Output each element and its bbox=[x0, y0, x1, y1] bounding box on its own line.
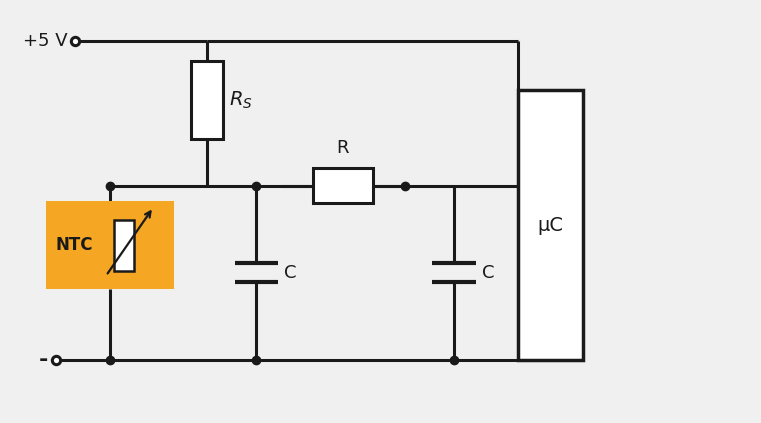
Bar bbox=[191, 61, 223, 140]
Text: -: - bbox=[38, 350, 48, 370]
Text: NTC: NTC bbox=[56, 236, 93, 254]
Bar bbox=[314, 168, 373, 203]
Text: R: R bbox=[336, 139, 349, 157]
Text: +5 V: +5 V bbox=[23, 33, 68, 50]
Text: C: C bbox=[482, 264, 495, 282]
Bar bbox=[114, 220, 134, 271]
Bar bbox=[518, 91, 583, 360]
Text: μC: μC bbox=[537, 216, 564, 235]
Bar bbox=[46, 201, 174, 289]
Text: $R_S$: $R_S$ bbox=[229, 90, 253, 111]
Text: C: C bbox=[284, 264, 297, 282]
